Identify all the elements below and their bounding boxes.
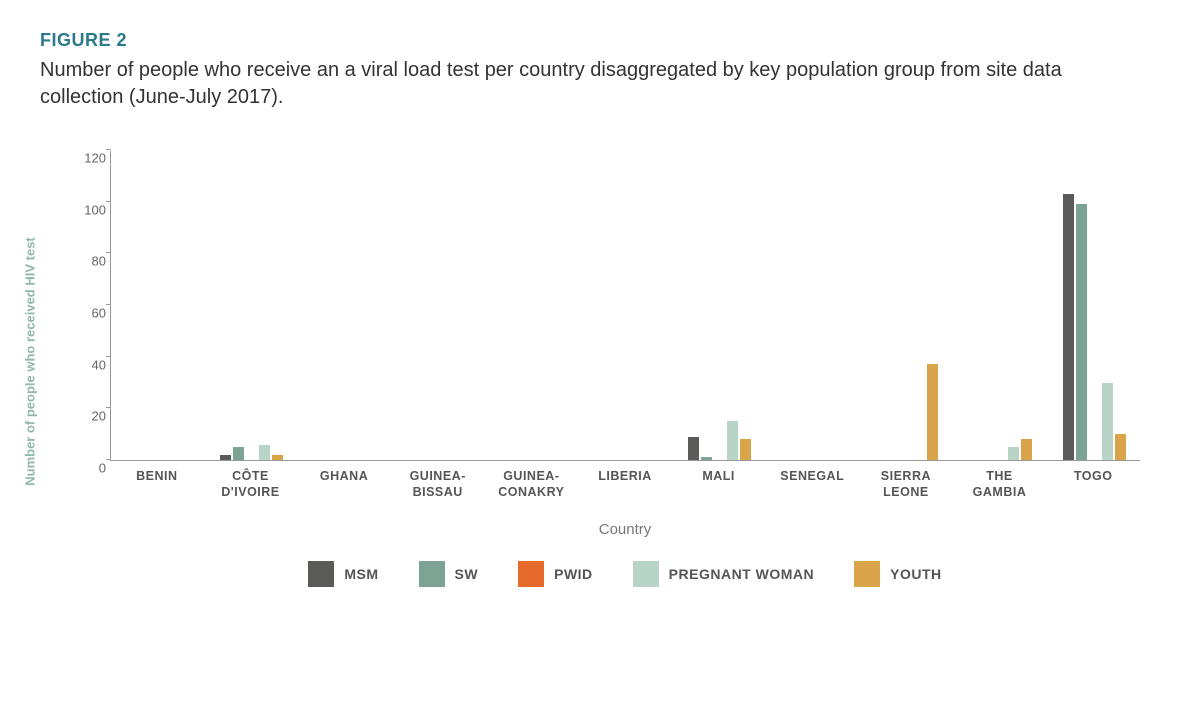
y-tick-label: 80 — [71, 254, 106, 269]
y-tick-label: 40 — [71, 357, 106, 372]
legend: MSM SW PWID PREGNANT WOMAN YOUTH — [110, 561, 1140, 587]
legend-item: MSM — [308, 561, 378, 587]
bar — [272, 455, 283, 460]
bar — [1102, 383, 1113, 461]
x-category-label: MALI — [702, 469, 735, 485]
bar — [688, 437, 699, 460]
bar-group — [220, 445, 283, 461]
legend-label: PREGNANT WOMAN — [669, 566, 814, 582]
bar — [1115, 434, 1126, 460]
x-category-label: BENIN — [136, 469, 177, 485]
y-tick-label: 20 — [71, 409, 106, 424]
y-tick-label: 60 — [71, 306, 106, 321]
legend-label: SW — [455, 566, 479, 582]
legend-item: PREGNANT WOMAN — [633, 561, 814, 587]
bar-group — [969, 439, 1032, 460]
legend-label: MSM — [344, 566, 378, 582]
x-axis-title: Country — [110, 521, 1140, 538]
legend-item: YOUTH — [854, 561, 942, 587]
x-category-label: GUINEA- BISSAU — [410, 469, 466, 500]
legend-swatch — [633, 561, 659, 587]
figure-label: FIGURE 2 — [40, 30, 1160, 51]
bar — [233, 447, 244, 460]
bar — [1021, 439, 1032, 460]
bar — [927, 364, 938, 460]
bar — [220, 455, 231, 460]
bar-group — [1063, 194, 1126, 460]
bar — [740, 439, 751, 460]
x-category-label: GHANA — [320, 469, 368, 485]
chart-container: Number of people who received HIV test 0… — [40, 151, 1160, 581]
legend-label: YOUTH — [890, 566, 942, 582]
legend-swatch — [308, 561, 334, 587]
y-tick-label: 120 — [71, 151, 106, 166]
x-category-label: LIBERIA — [598, 469, 652, 485]
bar-group — [688, 421, 751, 460]
legend-item: PWID — [518, 561, 593, 587]
figure-title: Number of people who receive an a viral … — [40, 57, 1080, 111]
bar — [701, 457, 712, 460]
y-axis-title: Number of people who received HIV test — [23, 237, 38, 486]
legend-item: SW — [419, 561, 479, 587]
bar — [1063, 194, 1074, 460]
x-category-label: THE GAMBIA — [973, 469, 1027, 500]
legend-swatch — [419, 561, 445, 587]
bar — [727, 421, 738, 460]
bar — [1008, 447, 1019, 460]
x-category-label: TOGO — [1074, 469, 1113, 485]
y-tick-label: 0 — [71, 461, 106, 476]
legend-swatch — [518, 561, 544, 587]
x-category-label: SENEGAL — [780, 469, 844, 485]
legend-swatch — [854, 561, 880, 587]
x-category-label: CÔTE D'IVOIRE — [221, 469, 279, 500]
x-category-label: SIERRA LEONE — [881, 469, 931, 500]
bar — [1076, 204, 1087, 460]
plot-area: 020406080100120 — [110, 151, 1140, 461]
bar — [259, 445, 270, 461]
bar-group — [875, 364, 938, 460]
y-tick-label: 100 — [71, 202, 106, 217]
x-category-label: GUINEA- CONAKRY — [498, 469, 564, 500]
legend-label: PWID — [554, 566, 593, 582]
